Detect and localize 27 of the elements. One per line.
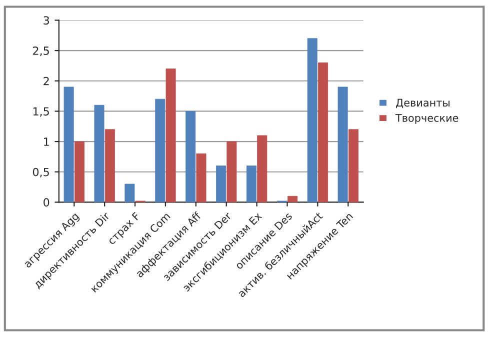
y-tick-label: 3 bbox=[44, 16, 49, 25]
y-tick-label: 0 bbox=[44, 198, 50, 207]
y-tick-label: 2,5 bbox=[33, 46, 49, 56]
legend-label: Девианты bbox=[396, 98, 450, 108]
bar bbox=[307, 38, 318, 202]
bar bbox=[94, 104, 104, 202]
bar bbox=[288, 196, 298, 202]
bar bbox=[104, 129, 115, 202]
legend-label: Творческие bbox=[395, 114, 458, 124]
bar bbox=[246, 166, 256, 202]
bar bbox=[74, 141, 84, 202]
y-tick-label: 2 bbox=[44, 76, 49, 86]
bar bbox=[196, 153, 206, 202]
bar bbox=[318, 62, 328, 202]
bar bbox=[216, 166, 226, 202]
bar bbox=[338, 86, 348, 202]
bar bbox=[124, 184, 135, 202]
bar bbox=[226, 141, 237, 202]
bar bbox=[257, 135, 268, 202]
bar bbox=[186, 111, 196, 202]
bar bbox=[166, 68, 176, 202]
y-tick-label: 0,5 bbox=[32, 168, 49, 178]
bar bbox=[155, 98, 166, 202]
bar bbox=[64, 86, 74, 202]
y-tick-label: 1,5 bbox=[33, 107, 49, 117]
bar bbox=[348, 129, 358, 202]
y-tick-label: 1 bbox=[44, 138, 49, 146]
